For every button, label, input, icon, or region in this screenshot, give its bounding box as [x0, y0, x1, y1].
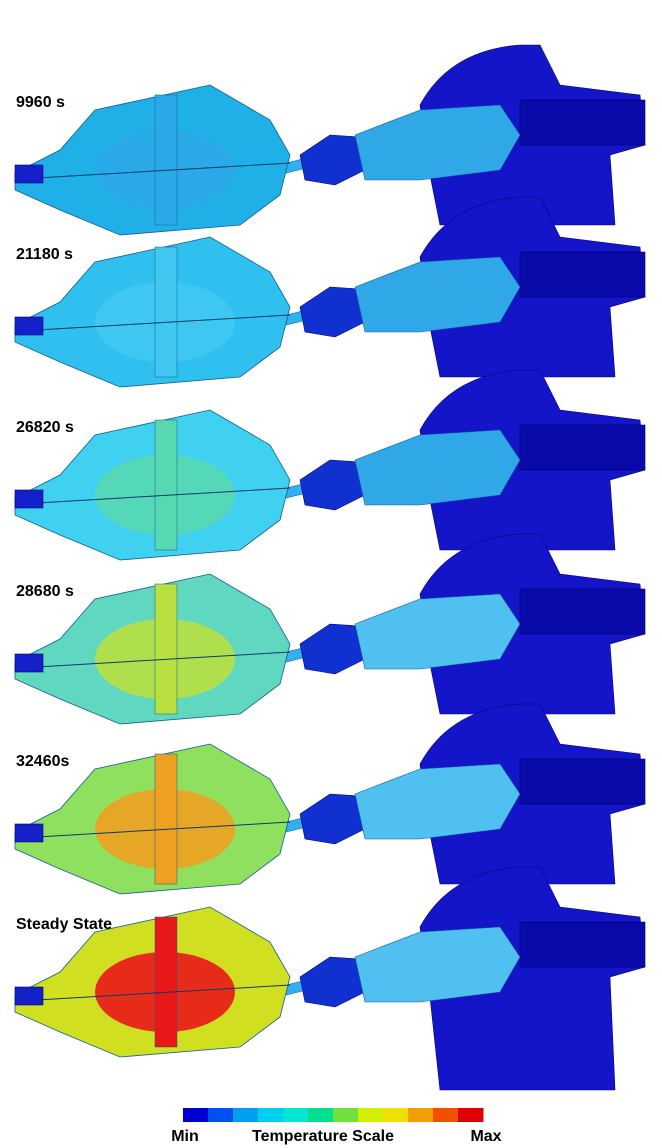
legend-min: Min — [171, 1128, 199, 1145]
panel-label: Steady State — [16, 916, 112, 933]
casing-center — [155, 754, 177, 884]
scale-swatch — [458, 1108, 484, 1122]
housing-face — [520, 589, 645, 634]
scale-swatch — [383, 1108, 409, 1122]
end-cap — [15, 654, 43, 672]
housing-face — [520, 425, 645, 470]
scale-swatch — [208, 1108, 234, 1122]
coupling — [300, 794, 365, 844]
casing-center — [155, 247, 177, 377]
end-cap — [15, 317, 43, 335]
end-cap — [15, 165, 43, 183]
scale-swatch — [258, 1108, 284, 1122]
casing-center — [155, 420, 177, 550]
simulation-panel: 26820 s — [15, 370, 645, 560]
scale-swatch — [183, 1108, 209, 1122]
housing-face — [520, 100, 645, 145]
color-scale — [183, 1108, 484, 1122]
scale-swatch — [233, 1108, 259, 1122]
legend-title: Temperature Scale — [252, 1128, 394, 1145]
panel-label: 21180 s — [16, 246, 73, 263]
panel-label: 32460s — [16, 753, 69, 770]
casing-center — [155, 584, 177, 714]
legend-max: Max — [470, 1128, 501, 1145]
coupling — [300, 287, 365, 337]
housing-face — [520, 759, 645, 804]
bearing-housing — [355, 764, 520, 839]
bearing-housing — [355, 257, 520, 332]
bearing-housing — [355, 927, 520, 1002]
end-cap — [15, 987, 43, 1005]
temperature-legend: Min Temperature Scale Max — [171, 1108, 501, 1145]
coupling — [300, 460, 365, 510]
figure: 9960 s 21180 s 26820 s 28680 s 32460s Steady … — [0, 0, 662, 1148]
scale-swatch — [308, 1108, 334, 1122]
coupling — [300, 624, 365, 674]
simulation-panel: 9960 s — [15, 45, 645, 235]
scale-swatch — [358, 1108, 384, 1122]
coupling — [300, 135, 365, 185]
bearing-housing — [355, 430, 520, 505]
scale-swatch — [333, 1108, 359, 1122]
panel-label: 9960 s — [16, 94, 65, 111]
simulation-panel: 32460s — [15, 704, 645, 894]
end-cap — [15, 490, 43, 508]
bearing-housing — [355, 105, 520, 180]
end-cap — [15, 824, 43, 842]
housing-face — [520, 922, 645, 967]
panels: 9960 s 21180 s 26820 s 28680 s 32460s Steady … — [15, 45, 645, 1090]
casing-center — [155, 95, 177, 225]
coupling — [300, 957, 365, 1007]
scale-swatch — [433, 1108, 459, 1122]
scale-swatch — [408, 1108, 434, 1122]
housing-face — [520, 252, 645, 297]
panel-label: 28680 s — [16, 583, 74, 600]
scale-swatch — [283, 1108, 309, 1122]
casing-center — [155, 917, 177, 1047]
simulation-panel: 28680 s — [15, 534, 645, 724]
bearing-housing — [355, 594, 520, 669]
simulation-panel: Steady State — [15, 867, 645, 1090]
panel-label: 26820 s — [16, 419, 74, 436]
